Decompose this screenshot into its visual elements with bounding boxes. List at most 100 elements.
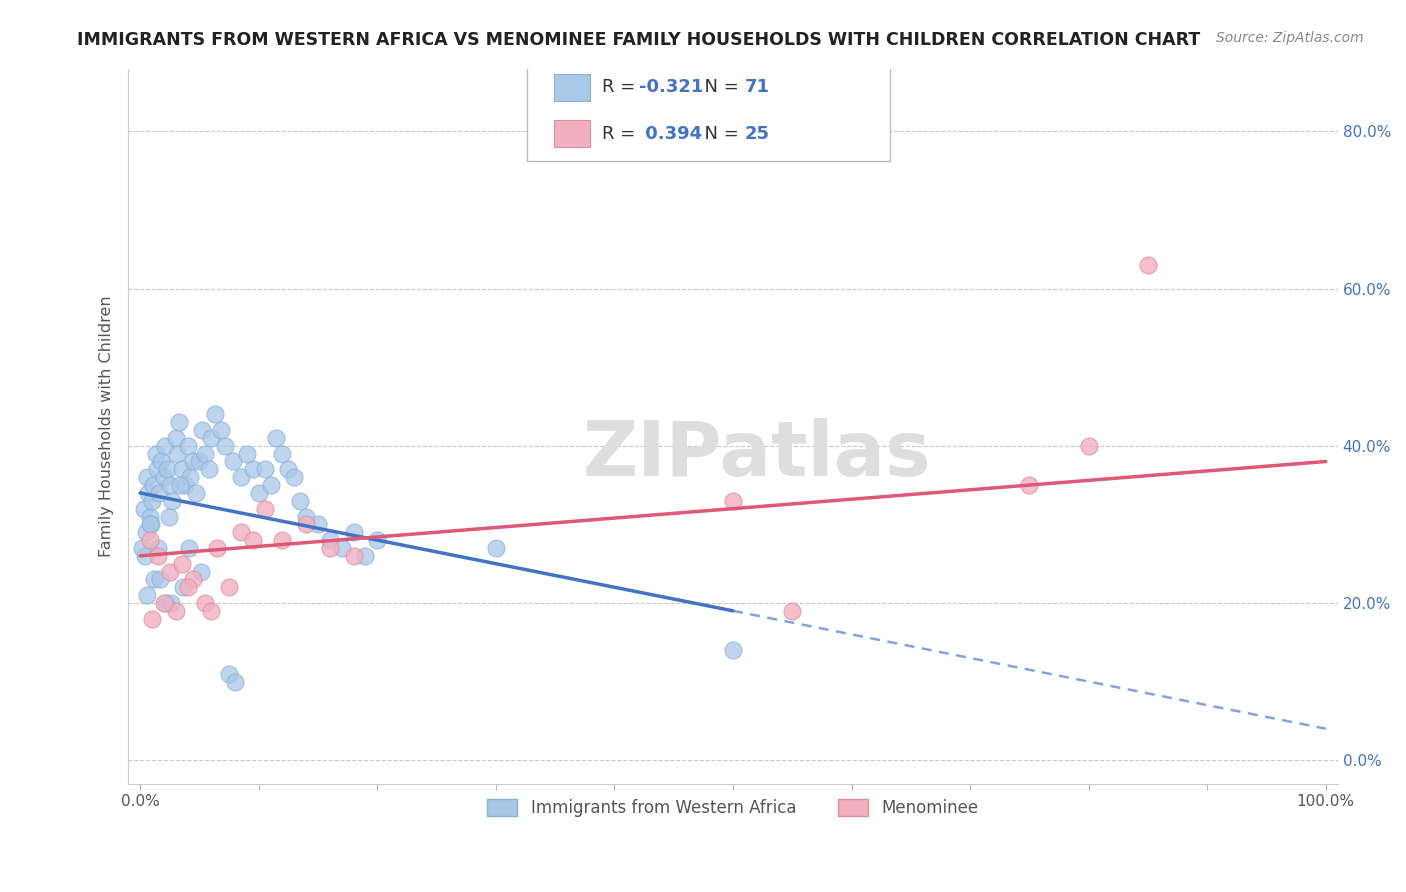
Point [283,470,305,484]
Point [259,478,281,492]
Point [153,596,176,610]
Point [224,674,246,689]
Point [146,541,169,555]
Point [156,462,179,476]
Point [183,573,205,587]
Point [218,666,240,681]
Point [200,431,222,445]
Point [169,478,191,492]
Point [218,580,240,594]
Point [721,493,744,508]
Point [242,462,264,476]
Point [170,462,193,476]
Point [1136,258,1159,272]
Point [166,447,188,461]
Y-axis label: Family Households with Children: Family Households with Children [100,295,114,557]
Point [155,596,177,610]
Point [242,533,264,547]
Text: 25: 25 [745,125,770,143]
Point [176,439,198,453]
Text: N =: N = [693,78,745,96]
Point [200,604,222,618]
Point [141,493,163,508]
Text: ZIPatlas: ZIPatlas [583,417,931,491]
Point [209,423,232,437]
Point [159,478,181,492]
Point [170,557,193,571]
Point [150,454,173,468]
FancyBboxPatch shape [554,120,591,147]
Point [205,541,228,555]
Point [165,604,187,618]
Point [1077,439,1099,453]
Point [247,486,270,500]
FancyBboxPatch shape [527,54,890,161]
Point [153,439,176,453]
Point [188,454,211,468]
Point [198,462,221,476]
Point [236,447,259,461]
Point [143,573,166,587]
Point [174,478,197,492]
Point [271,447,294,461]
Point [184,486,207,500]
Point [1018,478,1040,492]
Point [136,470,159,484]
Point [194,447,217,461]
Point [142,478,165,492]
Point [253,501,276,516]
Point [160,596,183,610]
Point [157,509,180,524]
Point [179,470,201,484]
Text: 71: 71 [745,78,770,96]
Point [204,408,226,422]
Point [132,501,155,516]
Point [141,612,163,626]
Point [271,533,294,547]
Point [167,415,190,429]
Point [194,596,217,610]
Point [295,517,318,532]
Point [214,439,236,453]
Point [146,549,169,563]
Point [160,493,183,508]
Point [288,493,311,508]
Point [330,541,353,555]
Point [266,431,288,445]
Point [319,533,342,547]
Point [190,565,212,579]
Point [172,580,194,594]
Point [145,462,167,476]
Point [229,525,252,540]
Point [485,541,508,555]
Point [134,549,156,563]
Point [139,517,162,532]
Point [342,525,364,540]
Point [342,549,364,563]
Text: IMMIGRANTS FROM WESTERN AFRICA VS MENOMINEE FAMILY HOUSEHOLDS WITH CHILDREN CORR: IMMIGRANTS FROM WESTERN AFRICA VS MENOMI… [77,31,1201,49]
Point [354,549,377,563]
Point [277,462,299,476]
Text: -0.321: -0.321 [638,78,703,96]
Point [319,541,342,555]
FancyBboxPatch shape [554,74,591,101]
Point [190,423,212,437]
Text: Source: ZipAtlas.com: Source: ZipAtlas.com [1216,31,1364,45]
Point [138,486,160,500]
Point [253,462,276,476]
Point [183,454,205,468]
Point [295,509,318,524]
Point [221,454,243,468]
Point [366,533,388,547]
Point [148,486,170,500]
Point [176,580,198,594]
Legend: Immigrants from Western Africa, Menominee: Immigrants from Western Africa, Menomine… [479,790,987,825]
Point [136,588,159,602]
Text: R =: R = [602,78,641,96]
Point [138,533,160,547]
Point [153,470,176,484]
Point [131,541,153,555]
Point [177,541,200,555]
Point [165,431,187,445]
Point [135,525,157,540]
